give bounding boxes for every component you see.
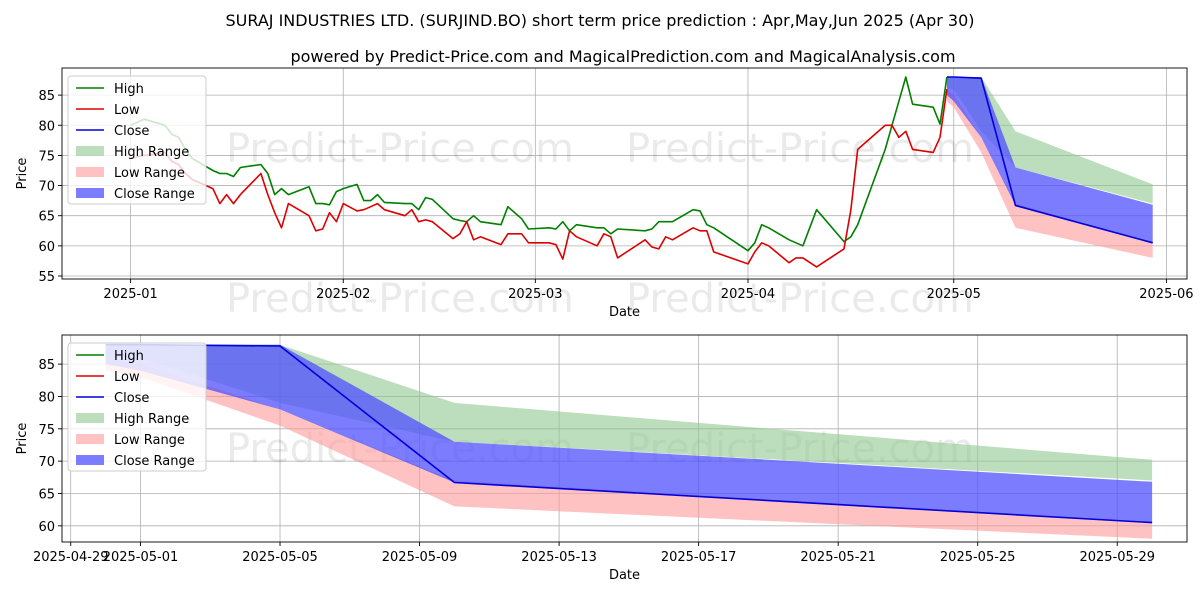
chart-subtitle: powered by Predict-Price.com and Magical…	[290, 47, 955, 66]
legend-swatch-low-range	[76, 434, 104, 444]
series-line-low	[130, 88, 948, 268]
series-line-high	[130, 76, 948, 252]
x-tick-label: 2025-06	[1139, 287, 1193, 302]
x-tick-label: 2025-05-29	[1079, 550, 1155, 565]
x-tick-label: 2025-05-01	[103, 550, 179, 565]
y-tick-label: 60	[38, 520, 55, 535]
legend-label: Low	[114, 103, 140, 118]
watermark-text: Predict-Price.com	[226, 126, 574, 172]
watermark-text: Predict-Price.com	[626, 126, 974, 172]
bottom-panel: Predict-Price.comPredict-Price.com2025-0…	[15, 334, 1188, 583]
legend-label: High Range	[114, 412, 189, 427]
range-band-close-range	[946, 77, 1153, 243]
x-tick-label: 2025-05	[927, 287, 981, 302]
legend-label: Close Range	[114, 454, 195, 469]
x-tick-label: 2025-05-05	[242, 550, 318, 565]
y-tick-label: 65	[38, 487, 55, 502]
x-tick-label: 2025-05-21	[800, 550, 876, 565]
y-tick-label: 65	[38, 210, 55, 225]
y-tick-label: 70	[38, 455, 55, 470]
watermark-text: Predict-Price.com	[626, 276, 974, 322]
legend-label: Close	[114, 124, 149, 139]
legend-label: High Range	[114, 145, 189, 160]
chart-title: SURAJ INDUSTRIES LTD. (SURJIND.BO) short…	[225, 11, 974, 30]
x-tick-label: 2025-04-29	[33, 550, 109, 565]
range-band-high-range	[105, 344, 1153, 481]
legend-swatch-close-range	[76, 455, 104, 465]
y-tick-label: 70	[38, 180, 55, 195]
y-axis-label: Price	[15, 423, 30, 455]
y-tick-label: 80	[38, 390, 55, 405]
x-axis-label: Date	[609, 305, 640, 320]
x-tick-label: 2025-03	[508, 287, 562, 302]
legend-label: Close Range	[114, 187, 195, 202]
legend-label: Close	[114, 391, 149, 406]
legend-label: High	[114, 82, 144, 97]
x-tick-label: 2025-04	[721, 287, 775, 302]
top-panel: Predict-Price.com Predict-Price.com Predic…	[15, 67, 1194, 322]
y-tick-label: 80	[38, 119, 55, 134]
legend-swatch-high-range	[76, 146, 104, 156]
y-tick-label: 75	[38, 149, 55, 164]
x-tick-label: 2025-05-17	[661, 550, 737, 565]
legend-swatch-low-range	[76, 167, 104, 177]
x-tick-label: 2025-05-13	[521, 550, 597, 565]
series-line-close	[946, 76, 1153, 244]
y-tick-label: 75	[38, 423, 55, 438]
legend-label: Low Range	[114, 166, 185, 181]
range-band-close-range	[105, 344, 1153, 523]
y-tick-label: 55	[38, 270, 55, 285]
y-tick-label: 85	[38, 89, 55, 104]
x-tick-label: 2025-05-09	[382, 550, 458, 565]
range-band-high-range	[946, 77, 1153, 204]
plot-frame	[61, 67, 1188, 280]
y-axis-label: Price	[15, 158, 30, 190]
x-axis-label: Date	[609, 568, 640, 583]
legend-swatch-high-range	[76, 413, 104, 423]
plot-frame	[61, 334, 1188, 543]
x-tick-label: 2025-02	[316, 287, 370, 302]
x-tick-label: 2025-05-25	[940, 550, 1016, 565]
range-band-low-range	[946, 89, 1153, 258]
legend-label: Low Range	[114, 433, 185, 448]
legend-label: Low	[114, 370, 140, 385]
legend-swatch-close-range	[76, 188, 104, 198]
legend-label: High	[114, 349, 144, 364]
range-band-low-range	[105, 357, 1153, 539]
x-tick-label: 2025-01	[103, 287, 157, 302]
y-tick-label: 85	[38, 358, 55, 373]
watermark-text: Predict-Price.com	[226, 276, 574, 322]
y-tick-label: 60	[38, 240, 55, 255]
